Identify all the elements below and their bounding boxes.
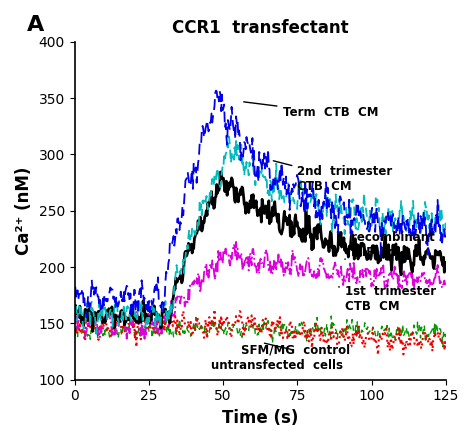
Y-axis label: Ca²⁺ (nM): Ca²⁺ (nM) [15,167,33,255]
Text: 2nd  trimester
CTB  CM: 2nd trimester CTB CM [273,161,392,193]
X-axis label: Time (s): Time (s) [222,409,299,427]
Text: 1st  trimester
CTB  CM: 1st trimester CTB CM [338,285,436,312]
Title: CCR1  transfectant: CCR1 transfectant [172,19,348,38]
Text: untransfected  cells: untransfected cells [211,358,343,372]
Text: SFM/MG  control: SFM/MG control [241,343,350,357]
Text: Term  CTB  CM: Term CTB CM [244,102,378,119]
Text: A: A [27,15,44,35]
Text: recombinant
MIP-1α: recombinant MIP-1α [345,231,435,259]
